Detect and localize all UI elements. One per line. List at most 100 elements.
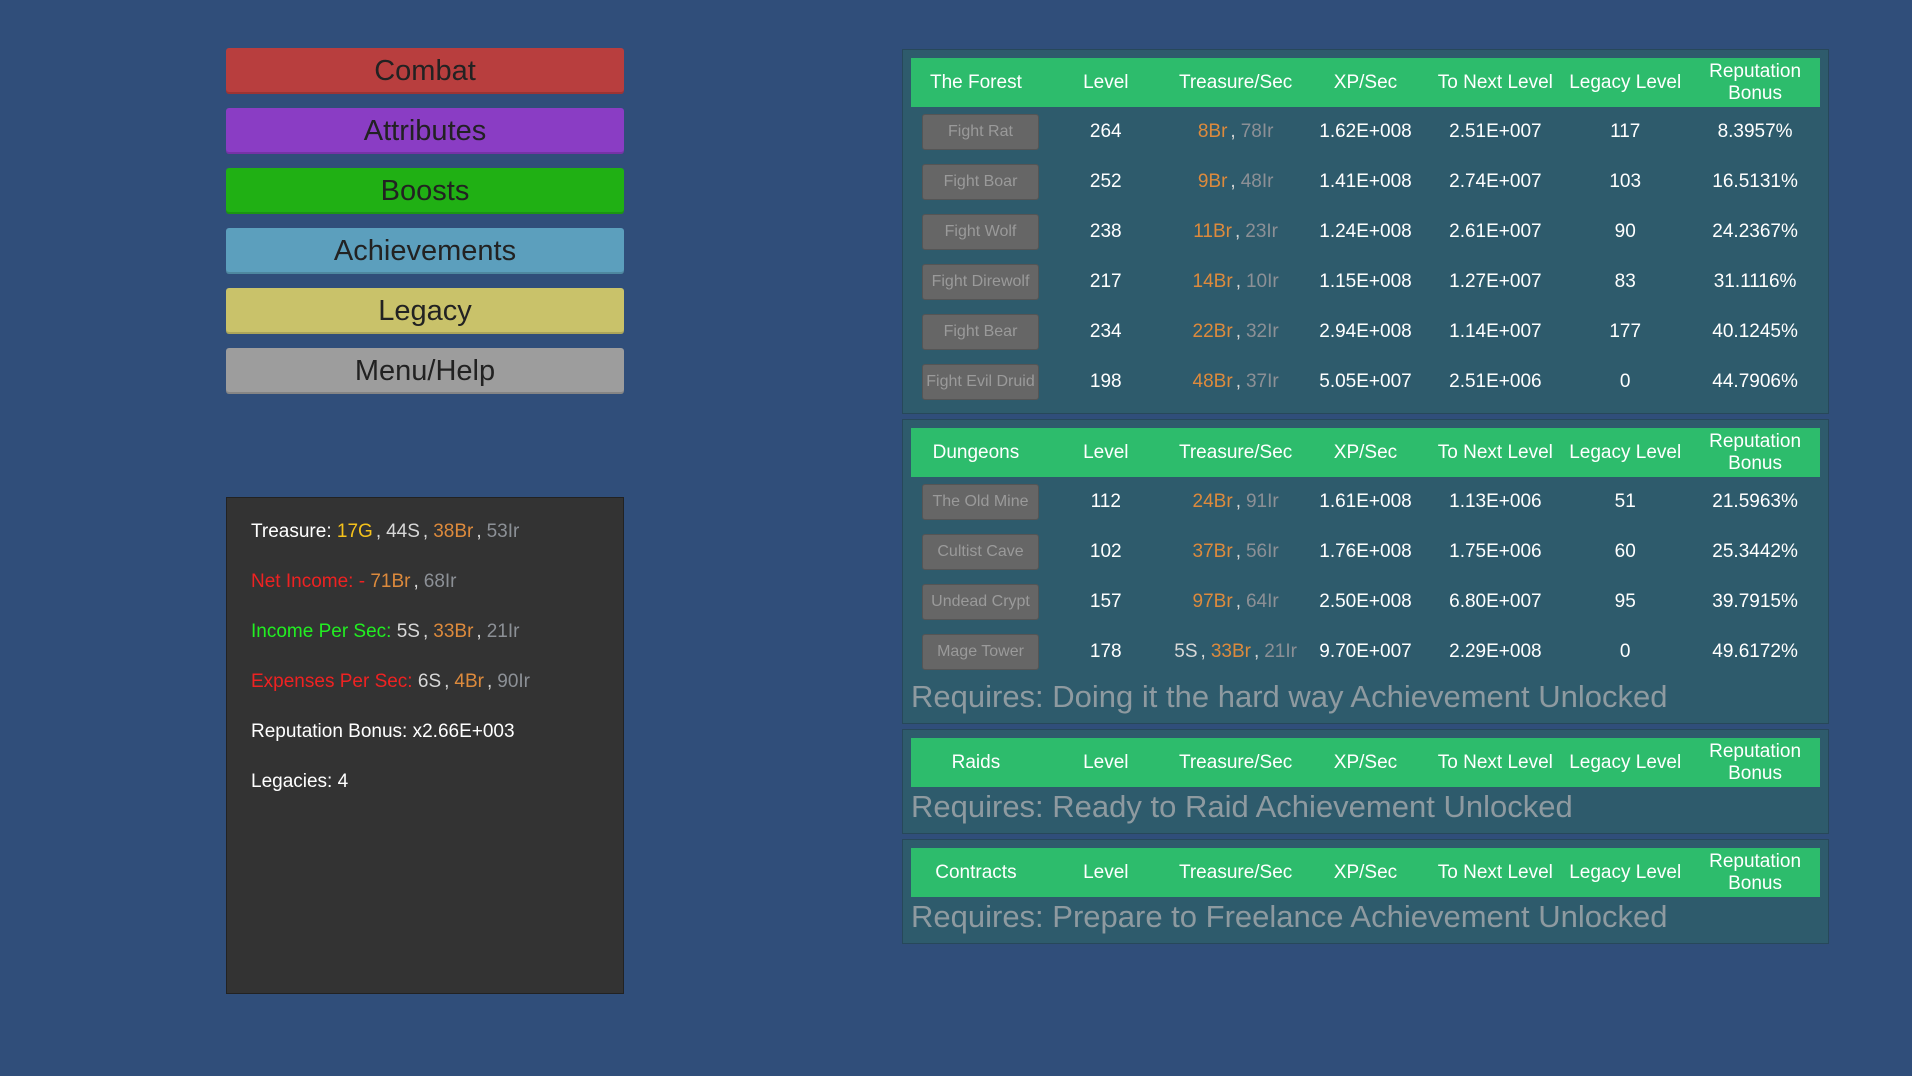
separator: ,: [1230, 121, 1236, 142]
currency: 22Br: [1192, 321, 1233, 342]
to-next-level: 2.51E+007: [1449, 121, 1542, 142]
level: 112: [1090, 491, 1121, 512]
column-header: Level: [1083, 441, 1129, 463]
table-row: Mage Tower 178 5S, 33Br, 21Ir 9.70E+007 2.29E+…: [911, 627, 1820, 677]
stat-label: Expenses Per Sec:: [251, 671, 413, 692]
action-button[interactable]: Fight Direwolf: [922, 264, 1039, 300]
menu-button[interactable]: Legacy: [226, 288, 624, 334]
stat-line: Expenses Per Sec: 6S, 4Br, 90Ir: [251, 668, 623, 718]
currency: 5S: [396, 621, 420, 642]
table-row: The Old Mine 112 24Br, 91Ir 1.61E+008 1.13E+0…: [911, 477, 1820, 527]
reputation-bonus: 24.2367%: [1712, 221, 1798, 242]
legacy-level: 103: [1609, 171, 1642, 192]
treasure-cell: 9Br, 48Ir: [1171, 171, 1301, 193]
currency: 14Br: [1192, 271, 1233, 292]
section: Contracts Level Treasure/Sec XP/Sec To Next …: [902, 839, 1829, 944]
column-header: Treasure/Sec: [1178, 751, 1293, 773]
action-cell: Fight Wolf: [911, 214, 1041, 250]
column-header: Dungeons: [932, 441, 1020, 463]
column-header: XP/Sec: [1333, 441, 1398, 463]
xp-per-sec: 1.61E+008: [1319, 491, 1412, 512]
legacy-level: 90: [1614, 221, 1636, 242]
menu-button[interactable]: Attributes: [226, 108, 624, 154]
treasure-cell: 97Br, 64Ir: [1171, 591, 1301, 613]
separator: ,: [1230, 171, 1236, 192]
table-header: The Forest Level Treasure/Sec XP/Sec To Next…: [911, 58, 1820, 107]
menu-button[interactable]: Boosts: [226, 168, 624, 214]
currency: 33Br: [433, 621, 474, 642]
table-row: Fight Boar 252 9Br, 48Ir 1.41E+008 2.74E+007 1…: [911, 157, 1820, 207]
action-cell: Mage Tower: [911, 634, 1041, 670]
column-header: XP/Sec: [1333, 71, 1398, 93]
column-header: Reputation Bonus: [1709, 740, 1802, 784]
action-button[interactable]: Fight Evil Druid: [922, 364, 1039, 400]
action-cell: Cultist Cave: [911, 534, 1041, 570]
action-button[interactable]: The Old Mine: [922, 484, 1039, 520]
currency: 4Br: [454, 671, 484, 692]
table-header: Raids Level Treasure/Sec XP/Sec To Next Leve…: [911, 738, 1820, 787]
stats-panel: Treasure: 17G, 44S, 38Br, 53Ir Net Income: -…: [226, 497, 624, 994]
to-next-level: 2.51E+006: [1449, 371, 1542, 392]
action-cell: Fight Boar: [911, 164, 1041, 200]
currency: 21Ir: [486, 621, 520, 642]
column-header: Level: [1083, 71, 1129, 93]
currency: 33Br: [1210, 641, 1251, 662]
action-button[interactable]: Fight Wolf: [922, 214, 1039, 250]
table-row: Fight Wolf 238 11Br, 23Ir 1.24E+008 2.61E+007…: [911, 207, 1820, 257]
reputation-bonus: 25.3442%: [1712, 541, 1798, 562]
action-cell: Fight Rat: [911, 114, 1041, 150]
stat-label: Reputation Bonus: x2.66E+003: [251, 721, 515, 742]
currency: 32Ir: [1245, 321, 1279, 342]
stat-label: Income Per Sec:: [251, 621, 392, 642]
action-button[interactable]: Fight Bear: [922, 314, 1039, 350]
requirement: Requires: Prepare to Freelance Achieveme…: [911, 899, 1668, 934]
separator: ,: [476, 621, 482, 642]
column-header: Level: [1083, 751, 1129, 773]
section: Raids Level Treasure/Sec XP/Sec To Next Leve…: [902, 729, 1829, 834]
treasure-cell: 5S, 33Br, 21Ir: [1171, 641, 1301, 663]
separator: ,: [1235, 591, 1241, 612]
xp-per-sec: 1.15E+008: [1319, 271, 1412, 292]
treasure-cell: 22Br, 32Ir: [1171, 321, 1301, 343]
treasure-cell: 24Br, 91Ir: [1171, 491, 1301, 513]
currency: 21Ir: [1264, 641, 1297, 662]
menu-button[interactable]: Achievements: [226, 228, 624, 274]
to-next-level: 2.29E+008: [1449, 641, 1542, 662]
requirement: Requires: Ready to Raid Achievement Unlo…: [911, 789, 1573, 824]
menu-button[interactable]: Combat: [226, 48, 624, 94]
treasure-cell: 48Br, 37Ir: [1171, 371, 1301, 393]
action-button[interactable]: Mage Tower: [922, 634, 1039, 670]
menu-button[interactable]: Menu/Help: [226, 348, 624, 394]
action-cell: Fight Evil Druid: [911, 364, 1041, 400]
action-cell: Fight Direwolf: [911, 264, 1041, 300]
action-button[interactable]: Undead Crypt: [922, 584, 1039, 620]
requirement: Requires: Doing it the hard way Achievem…: [911, 679, 1668, 714]
action-button[interactable]: Cultist Cave: [922, 534, 1039, 570]
separator: ,: [486, 671, 493, 692]
reputation-bonus: 44.7906%: [1712, 371, 1798, 392]
to-next-level: 2.74E+007: [1449, 171, 1542, 192]
reputation-bonus: 21.5963%: [1712, 491, 1798, 512]
column-header: To Next Level: [1437, 751, 1553, 773]
action-cell: Fight Bear: [911, 314, 1041, 350]
column-header: Legacy Level: [1569, 861, 1682, 883]
xp-per-sec: 2.50E+008: [1319, 591, 1412, 612]
separator: ,: [422, 621, 429, 642]
activity-tables: The Forest Level Treasure/Sec XP/Sec To Next…: [902, 49, 1829, 949]
separator: ,: [375, 521, 382, 542]
action-button[interactable]: Fight Rat: [922, 114, 1039, 150]
action-button[interactable]: Fight Boar: [922, 164, 1039, 200]
legacy-level: 117: [1610, 121, 1641, 142]
separator: ,: [413, 571, 419, 592]
currency: 23Ir: [1245, 221, 1279, 242]
separator: ,: [1235, 271, 1241, 292]
reputation-bonus: 31.1116%: [1713, 271, 1797, 292]
separator: ,: [1200, 641, 1206, 662]
level: 264: [1089, 121, 1122, 142]
currency: 24Br: [1192, 491, 1233, 512]
stat-line: Treasure: 17G, 44S, 38Br, 53Ir: [251, 518, 623, 568]
to-next-level: 2.61E+007: [1449, 221, 1542, 242]
table-row: Fight Evil Druid 198 48Br, 37Ir 5.05E+007 2.5…: [911, 357, 1820, 407]
xp-per-sec: 1.62E+008: [1319, 121, 1412, 142]
